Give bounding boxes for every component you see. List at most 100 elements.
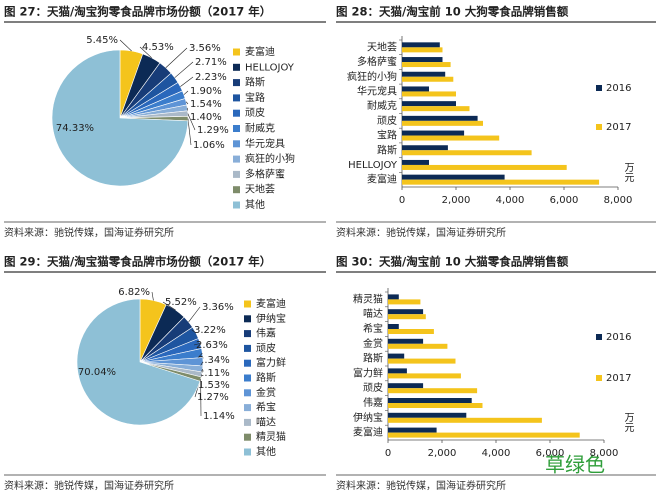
bar — [388, 383, 424, 389]
unit-label: 万元 — [622, 412, 634, 432]
bar — [402, 42, 440, 48]
bar — [388, 358, 456, 364]
legend-label: 多格萨蜜 — [245, 167, 285, 180]
legend-label: 路斯 — [256, 371, 276, 384]
legend-swatch — [233, 109, 240, 117]
legend-swatch — [244, 448, 251, 456]
y-tick-label: 麦富迪 — [367, 173, 397, 186]
bar — [402, 145, 448, 151]
slice-label: 5.45% — [86, 35, 118, 46]
slice-label: 6.82% — [118, 287, 150, 298]
y-tick-label: 华元宠具 — [357, 84, 397, 97]
bar — [402, 71, 446, 77]
chart-title: 图 29：天猫/淘宝猫零食品牌市场份额（2017 年） — [4, 255, 271, 269]
slice-label: 1.53% — [198, 380, 230, 391]
slice-label: 1.27% — [197, 392, 229, 403]
legend-swatch — [233, 140, 240, 148]
legend-label: 耐威克 — [245, 122, 275, 135]
leader-line — [187, 113, 196, 131]
leader-line — [165, 47, 188, 68]
slice-label: 3.56% — [189, 43, 221, 54]
x-tick-label: 2,000 — [428, 448, 457, 459]
legend-swatch — [244, 315, 251, 323]
slice-label: 70.04% — [78, 367, 116, 378]
bar — [402, 135, 500, 141]
bar — [388, 388, 478, 394]
legend-swatch — [233, 155, 240, 163]
leader-line — [162, 301, 176, 311]
leader-line — [193, 343, 201, 346]
bar — [388, 324, 399, 329]
y-tick-label: 宝路 — [377, 129, 397, 142]
leader-line — [151, 291, 154, 301]
bar — [402, 164, 567, 170]
legend-label: HELLOJOY — [245, 62, 295, 73]
legend-swatch — [233, 79, 240, 87]
legend-swatch — [233, 201, 240, 209]
slice-label: 74.33% — [56, 123, 94, 134]
x-tick-label: 4,000 — [482, 448, 511, 459]
legend-label: 疯狂的小狗 — [245, 152, 295, 165]
bar — [388, 368, 407, 374]
legend-label: 宝路 — [245, 91, 265, 104]
bar — [402, 57, 443, 63]
leader-line — [187, 118, 192, 146]
chart-title: 图 28：天猫/淘宝前 10 大狗零食品牌销售额 — [336, 5, 569, 19]
source-note: 资料来源：驰锐传媒，国海证券研究所 — [4, 479, 174, 492]
leader-line — [139, 46, 152, 59]
slice-label: 4.53% — [142, 42, 174, 53]
slice-label: 2.23% — [195, 72, 227, 83]
x-tick-label: 6,000 — [550, 195, 579, 206]
y-tick-label: 喵达 — [363, 308, 383, 320]
x-tick-label: 8,000 — [590, 448, 619, 459]
chart-title: 图 30：天猫/淘宝前 10 大猫零食品牌销售额 — [336, 255, 569, 269]
legend-swatch — [244, 389, 251, 397]
watermark: 草绿色 — [545, 453, 605, 477]
y-tick-label: HELLOJOY — [348, 160, 398, 171]
bar — [388, 314, 426, 320]
legend-swatch — [233, 186, 240, 194]
legend-swatch — [244, 330, 251, 338]
bar — [402, 62, 451, 68]
legend-swatch — [244, 359, 251, 367]
y-tick-label: 希宝 — [363, 322, 383, 335]
y-tick-label: 耐威克 — [367, 99, 397, 112]
y-tick-label: 路斯 — [363, 352, 383, 365]
y-tick-label: 天地荟 — [367, 40, 397, 53]
bar — [402, 106, 470, 112]
source-note: 资料来源：驰锐传媒，国海证券研究所 — [4, 226, 174, 239]
leader-line — [188, 306, 201, 323]
legend-label: 天地荟 — [245, 183, 275, 196]
bar — [388, 329, 434, 334]
bar — [402, 47, 443, 53]
bar — [388, 309, 424, 315]
bar — [402, 101, 456, 107]
pie-slice — [51, 49, 189, 187]
legend-label: 喵达 — [256, 416, 276, 428]
y-tick-label: 路斯 — [377, 143, 397, 156]
y-tick-label: 精灵猫 — [353, 292, 383, 305]
slice-label: 2.63% — [196, 340, 228, 351]
bar — [402, 150, 532, 156]
slice-label: 2.34% — [198, 355, 230, 366]
bar — [388, 294, 399, 300]
slice-label: 1.14% — [203, 411, 235, 422]
legend-label: 顽皮 — [245, 106, 265, 119]
bar — [388, 417, 542, 423]
legend-swatch — [244, 418, 251, 426]
legend-label: 麦富迪 — [256, 297, 286, 310]
slice-label: 3.22% — [194, 325, 226, 336]
legend-label: 路斯 — [245, 76, 265, 89]
bar — [402, 130, 465, 136]
legend-swatch — [244, 374, 251, 382]
legend-label: 精灵猫 — [256, 430, 286, 443]
y-tick-label: 伊纳宝 — [353, 411, 383, 424]
leader-line — [183, 90, 189, 95]
legend-swatch — [596, 334, 602, 340]
x-tick-label: 0 — [399, 195, 405, 206]
leader-line — [174, 61, 194, 78]
chart-title: 图 27：天猫/淘宝狗零食品牌市场份额（2017 年） — [4, 5, 271, 19]
slice-label: 3.36% — [202, 302, 234, 313]
bar — [388, 432, 580, 438]
bar — [402, 115, 478, 121]
